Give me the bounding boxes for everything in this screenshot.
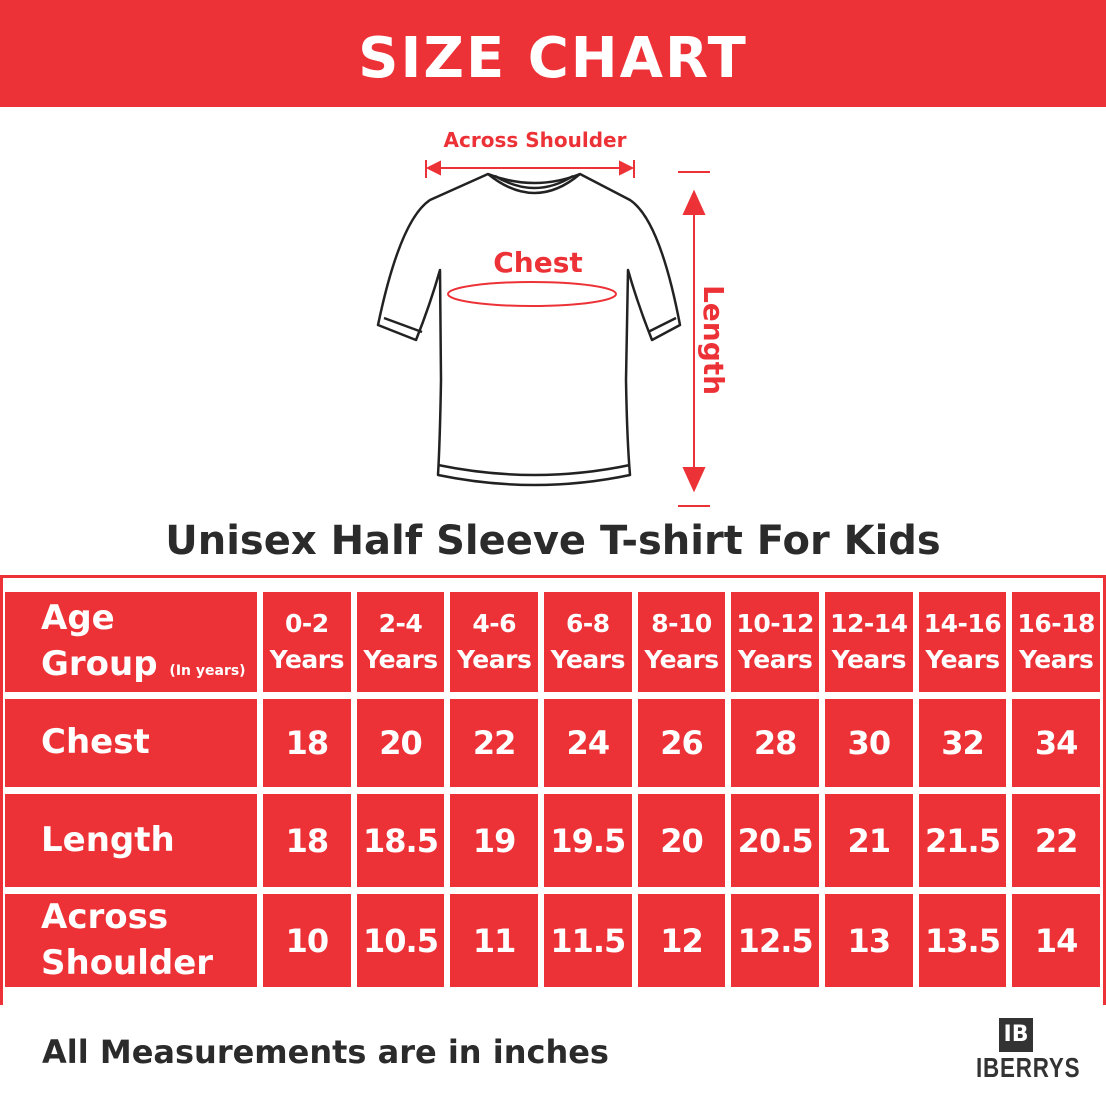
logo-mark: IB	[999, 1018, 1033, 1052]
across-shoulder-label: Across Shoulder	[444, 128, 627, 152]
age-group-header: 6-8 Years	[543, 592, 632, 692]
table-cell: 18	[263, 794, 351, 887]
age-range: 0-2	[284, 608, 329, 638]
age-range: 2-4	[378, 608, 423, 638]
table-cell: 18	[263, 699, 351, 787]
row-label: Chest	[5, 699, 257, 787]
table-cell: 21	[824, 794, 913, 887]
age-group-header: 12-14 Years	[824, 592, 913, 692]
logo-name: IBERRYS	[976, 1052, 1081, 1083]
table-cell: 22	[1012, 794, 1100, 887]
row-label-line1: Across	[41, 896, 169, 937]
size-chart-title: SIZE CHART	[0, 0, 1106, 107]
age-range: 10-12	[736, 608, 814, 638]
age-range: 6-8	[565, 608, 610, 638]
header-age-group: Age Group (In years)	[5, 592, 257, 692]
age-group-header: 0-2 Years	[263, 592, 351, 692]
age-unit: Years	[831, 645, 907, 674]
header-label-line1: Age	[41, 598, 115, 639]
table-cell: 12.5	[731, 894, 819, 987]
table-cell: 13	[824, 894, 913, 987]
table-cell: 10.5	[356, 894, 445, 987]
age-unit: Years	[269, 645, 345, 674]
age-unit: Years	[644, 645, 719, 674]
table-cell: 26	[637, 699, 726, 787]
age-group-header: 4-6 Years	[450, 592, 538, 692]
age-unit: Years	[1018, 645, 1094, 674]
table-cell: 18.5	[356, 794, 445, 887]
product-subtitle: Unisex Half Sleeve T-shirt For Kids	[165, 518, 941, 564]
age-unit: Years	[925, 645, 1000, 674]
age-range: 8-10	[651, 608, 712, 638]
age-group-header: 8-10 Years	[637, 592, 726, 692]
table-cell: 28	[731, 699, 819, 787]
row-label-line1: Chest	[41, 722, 150, 763]
header-label-line2: Group	[41, 644, 158, 684]
table-cell: 22	[450, 699, 538, 787]
table-cell: 32	[918, 699, 1007, 787]
tshirt-diagram: Across Shoulder Chest Length	[376, 128, 730, 507]
table-cell: 20.5	[731, 794, 819, 887]
age-group-header: 14-16 Years	[918, 592, 1007, 692]
table-cell: 30	[824, 699, 913, 787]
table-cell: 12	[637, 894, 726, 987]
size-table: Age Group (In years) 0-2 Years 2-4 Years 4-6 Ye…	[0, 575, 1106, 1005]
table-cell: 34	[1012, 699, 1100, 787]
table-cell: 14	[1012, 894, 1100, 987]
chest-label: Chest	[493, 246, 583, 279]
age-range: 12-14	[830, 608, 908, 638]
age-range: 14-16	[923, 608, 1002, 638]
iberrys-logo: IB IBERRYS	[966, 1018, 1081, 1084]
measurement-note: All Measurements are in inches	[42, 1033, 609, 1071]
table-cell: 19.5	[543, 794, 632, 887]
age-range: 16-18	[1017, 608, 1095, 638]
age-unit: Years	[737, 645, 813, 674]
row-label: Across Shoulder	[5, 894, 257, 987]
table-cell: 19	[450, 794, 538, 887]
table-cell: 21.5	[918, 794, 1007, 887]
table-cell: 24	[543, 699, 632, 787]
row-label-line1: Length	[41, 819, 175, 860]
table-cell: 13.5	[918, 894, 1007, 987]
age-unit: Years	[456, 645, 532, 674]
age-group-header: 16-18 Years	[1012, 592, 1100, 692]
age-range: 4-6	[472, 608, 516, 638]
age-unit: Years	[550, 645, 626, 674]
tshirt-outline-icon	[376, 172, 682, 487]
age-group-header: 10-12 Years	[731, 592, 819, 692]
row-label-line2: Shoulder	[41, 942, 214, 983]
row-label: Length	[5, 794, 257, 887]
table-cell: 11.5	[543, 894, 632, 987]
length-label: Length	[697, 285, 730, 395]
table-cell: 10	[263, 894, 351, 987]
table-cell: 11	[450, 894, 538, 987]
header-label-note: (In years)	[169, 663, 246, 679]
table-cell: 20	[356, 699, 445, 787]
table-cell: 20	[637, 794, 726, 887]
age-group-header: 2-4 Years	[356, 592, 445, 692]
age-unit: Years	[363, 645, 438, 674]
